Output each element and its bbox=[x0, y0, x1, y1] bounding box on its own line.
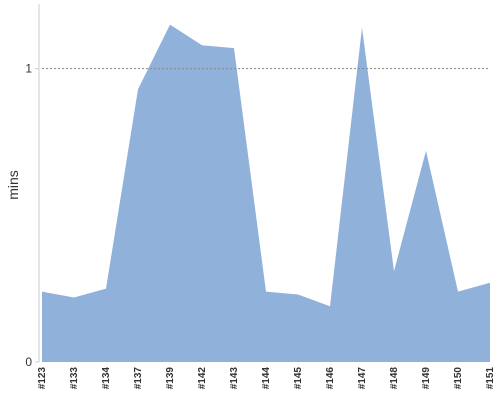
x-tick-label: #149 bbox=[421, 367, 432, 390]
x-tick-label: #137 bbox=[133, 367, 144, 390]
y-axis-label: mins bbox=[5, 170, 21, 200]
x-tick-label: #150 bbox=[453, 367, 464, 390]
x-tick-label: #148 bbox=[389, 367, 400, 390]
x-tick-label: #133 bbox=[69, 367, 80, 390]
x-tick-label: #142 bbox=[197, 367, 208, 390]
x-tick-label: #146 bbox=[325, 367, 336, 390]
x-tick-label: #134 bbox=[101, 367, 112, 390]
x-tick-label: #147 bbox=[357, 367, 368, 390]
x-tick-label: #123 bbox=[37, 367, 48, 390]
x-tick-label: #151 bbox=[485, 367, 496, 390]
x-tick-label: #139 bbox=[165, 367, 176, 390]
x-tick-label: #145 bbox=[293, 367, 304, 390]
x-tick-label: #144 bbox=[261, 367, 272, 390]
area-series bbox=[42, 24, 490, 363]
y-tick-label: 0 bbox=[25, 355, 32, 369]
x-tick-label: #143 bbox=[229, 367, 240, 390]
plot-area: 0 1 #123 #133 #134 #137 #139 #142 #143 #144 #145 #1… bbox=[25, 4, 496, 389]
y-tick-label: 1 bbox=[25, 62, 32, 76]
